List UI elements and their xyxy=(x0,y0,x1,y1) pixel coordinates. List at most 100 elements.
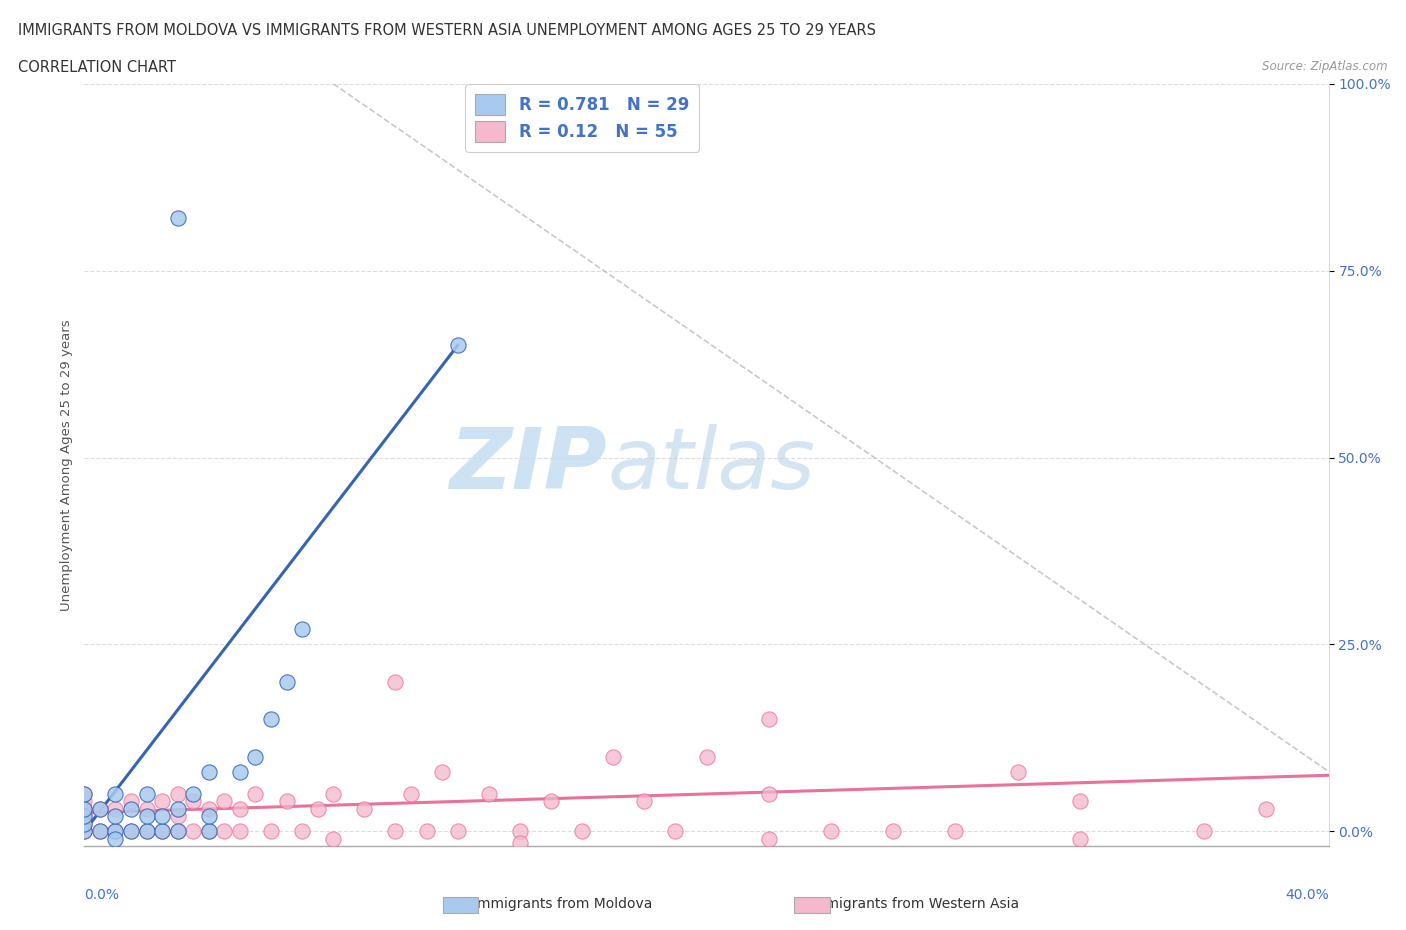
Point xyxy=(89,824,111,839)
Point xyxy=(945,824,967,839)
Point xyxy=(758,787,780,802)
Point xyxy=(1256,802,1278,817)
Point xyxy=(602,750,624,764)
Point xyxy=(181,824,204,839)
Point xyxy=(120,824,142,839)
Y-axis label: Unemployment Among Ages 25 to 29 years: Unemployment Among Ages 25 to 29 years xyxy=(60,319,73,611)
Point xyxy=(104,831,127,846)
Point xyxy=(73,787,96,802)
Point xyxy=(415,824,437,839)
Point xyxy=(509,835,531,850)
Point xyxy=(229,764,252,779)
Point xyxy=(73,787,96,802)
Point xyxy=(181,794,204,809)
Point xyxy=(276,794,298,809)
Point xyxy=(89,802,111,817)
Point xyxy=(214,794,236,809)
Point xyxy=(664,824,686,839)
Point xyxy=(104,824,127,839)
Point xyxy=(135,824,157,839)
Point xyxy=(73,802,96,817)
Point xyxy=(197,809,221,824)
Text: atlas: atlas xyxy=(607,423,815,507)
Text: ZIP: ZIP xyxy=(450,423,607,507)
Point xyxy=(322,831,344,846)
Text: Immigrants from Moldova: Immigrants from Moldova xyxy=(472,897,652,911)
Point xyxy=(245,750,267,764)
Point xyxy=(73,824,96,839)
Point xyxy=(73,794,96,809)
Point xyxy=(104,809,127,824)
Point xyxy=(276,674,298,689)
Point xyxy=(181,787,204,802)
Point xyxy=(229,824,252,839)
Point xyxy=(447,824,470,839)
Point xyxy=(229,802,252,817)
Point xyxy=(120,802,142,817)
Point xyxy=(135,787,157,802)
Point xyxy=(150,824,173,839)
Point xyxy=(509,824,531,839)
Point xyxy=(758,831,780,846)
Point xyxy=(696,750,718,764)
Point xyxy=(135,824,157,839)
Point xyxy=(73,824,96,839)
Point xyxy=(353,802,375,817)
Point xyxy=(166,787,188,802)
Point xyxy=(166,824,188,839)
Point xyxy=(104,787,127,802)
Point xyxy=(820,824,842,839)
Text: Immigrants from Western Asia: Immigrants from Western Asia xyxy=(808,897,1019,911)
Point xyxy=(1007,764,1029,779)
Point xyxy=(478,787,501,802)
Point xyxy=(135,802,157,817)
Point xyxy=(291,824,314,839)
Point xyxy=(166,802,188,817)
Point xyxy=(399,787,422,802)
Point xyxy=(89,802,111,817)
Text: IMMIGRANTS FROM MOLDOVA VS IMMIGRANTS FROM WESTERN ASIA UNEMPLOYMENT AMONG AGES : IMMIGRANTS FROM MOLDOVA VS IMMIGRANTS FR… xyxy=(18,23,876,38)
Point xyxy=(1069,831,1091,846)
Point xyxy=(1192,824,1215,839)
Point xyxy=(73,809,96,824)
Point xyxy=(260,824,283,839)
Point xyxy=(197,824,221,839)
Point xyxy=(214,824,236,839)
Point xyxy=(166,824,188,839)
Point xyxy=(758,711,780,726)
Point xyxy=(882,824,904,839)
Point xyxy=(73,817,96,831)
Point xyxy=(150,824,173,839)
Point xyxy=(166,809,188,824)
Point xyxy=(291,622,314,637)
Point xyxy=(322,787,344,802)
Point xyxy=(150,809,173,824)
Point xyxy=(384,674,406,689)
Point xyxy=(447,338,470,352)
Point xyxy=(73,817,96,831)
Point xyxy=(89,824,111,839)
Point xyxy=(540,794,562,809)
Point xyxy=(260,711,283,726)
Point xyxy=(633,794,655,809)
Point xyxy=(197,802,221,817)
Point xyxy=(245,787,267,802)
Point xyxy=(430,764,453,779)
Text: 0.0%: 0.0% xyxy=(84,888,120,902)
Point xyxy=(384,824,406,839)
Point xyxy=(104,824,127,839)
Text: CORRELATION CHART: CORRELATION CHART xyxy=(18,60,176,75)
Point xyxy=(73,809,96,824)
Text: 40.0%: 40.0% xyxy=(1285,888,1329,902)
Text: Source: ZipAtlas.com: Source: ZipAtlas.com xyxy=(1263,60,1388,73)
Point xyxy=(104,802,127,817)
Point xyxy=(120,794,142,809)
Point xyxy=(135,809,157,824)
Point xyxy=(150,794,173,809)
Point xyxy=(197,824,221,839)
Point xyxy=(73,802,96,817)
Point xyxy=(1069,794,1091,809)
Point xyxy=(166,211,188,226)
Point xyxy=(307,802,329,817)
Point xyxy=(571,824,593,839)
